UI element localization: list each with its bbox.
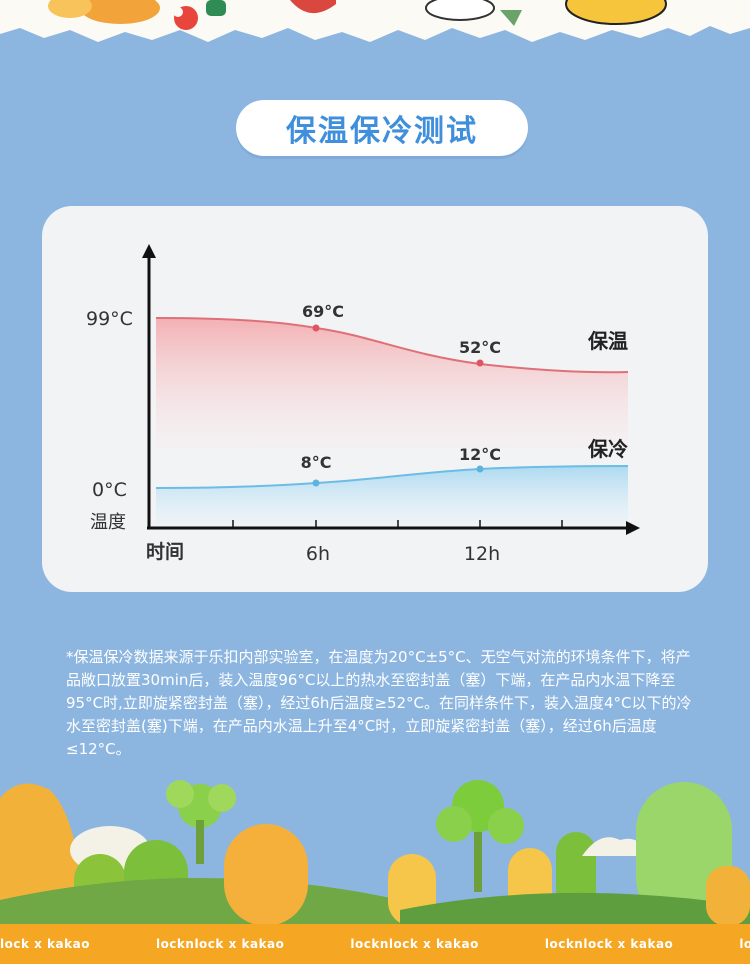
warm-label-6h: 69°C (302, 302, 344, 321)
warm-line (155, 317, 629, 374)
y-axis-label: 温度 (90, 512, 126, 533)
cold-point-6h (312, 479, 320, 487)
cold-point-12h (476, 465, 484, 473)
x-tick-label-12h: 12h (464, 543, 500, 565)
warm-point-12h (476, 359, 484, 367)
temperature-chart: 99°C 0°C 温度 时间 6h 12h 69°C 52°C 8°C 12°C… (86, 244, 640, 565)
y-tick-label-0: 0°C (92, 479, 127, 501)
bottom-landscape-illustration (0, 780, 750, 926)
x-tick-label-6h: 6h (306, 543, 330, 565)
cold-label-6h: 8°C (301, 453, 332, 472)
cold-line (155, 465, 629, 489)
chart-card: 99°C 0°C 温度 时间 6h 12h 69°C 52°C 8°C 12°C… (42, 206, 708, 592)
brand-text: locknlock x kakao (350, 937, 479, 951)
brand-text: lock x kakao (0, 937, 90, 951)
section-title-pill: 保温保冷测试 (236, 100, 528, 156)
warm-label-12h: 52°C (459, 338, 501, 357)
cold-label-12h: 12°C (459, 445, 501, 464)
cold-area (156, 466, 628, 524)
series-label-warm: 保温 (587, 329, 628, 353)
test-disclaimer-note: *保温保冷数据来源于乐扣内部实验室，在温度为20°C±5°C、无空气对流的环境条… (66, 648, 692, 758)
brand-text: locknlock x kakao (544, 937, 674, 951)
brand-text: locknlock x kakao (739, 937, 750, 951)
y-axis-arrow (142, 244, 156, 258)
x-axis-arrow (626, 521, 640, 535)
brand-text: locknlock x kakao (155, 937, 285, 951)
brand-footer-strip: lock x kakao locknlock x kakao locknlock… (0, 924, 750, 964)
warm-point-6h (312, 324, 320, 332)
warm-area (156, 318, 628, 448)
y-tick-label-99: 99°C (86, 308, 133, 330)
x-axis-label: 时间 (146, 541, 184, 563)
series-label-cold: 保冷 (587, 437, 628, 461)
top-cartoon-border (0, 0, 750, 42)
section-title: 保温保冷测试 (286, 114, 478, 149)
